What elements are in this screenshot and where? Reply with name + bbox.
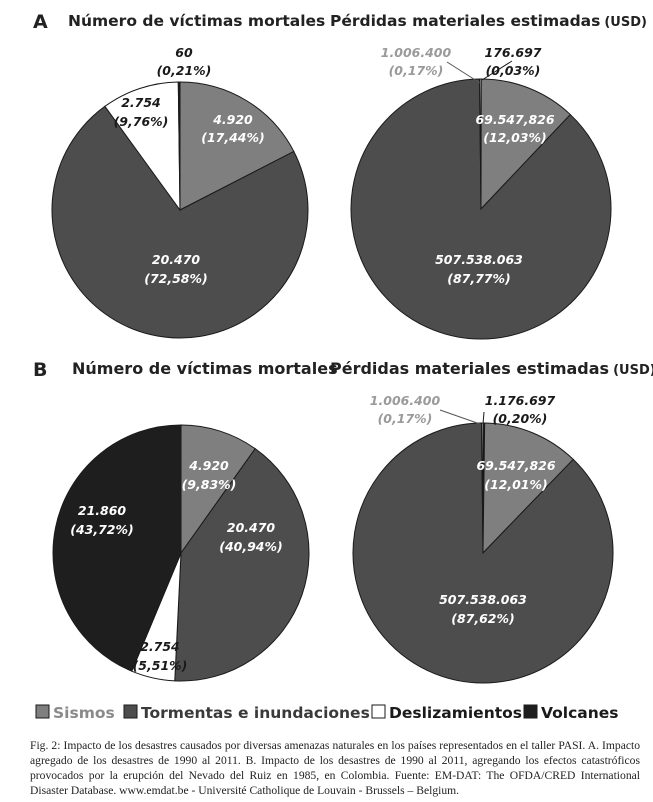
pie-slice-sismos (179, 81, 295, 211)
value-label-tormentas-e-inundaciones: 507.538.063 (439, 592, 527, 607)
percent-label-deslizamientos: (5,51%) (133, 658, 188, 673)
panel-letter-b: B (33, 359, 47, 381)
pie-chart-b-victimas: Número de víctimas mortales 4.920 (9,83%) 2… (52, 359, 338, 682)
percent-label-volcanes: (43,72%) (70, 522, 134, 537)
percent-label-deslizamientos: (0,17%) (389, 63, 444, 78)
percent-label-sismos: (12,01%) (484, 477, 548, 492)
pie-slice-deslizamientos (104, 81, 181, 212)
leader-line-volcanes (481, 60, 513, 81)
pie-chart-b-perdidas: Pérdidas materiales estimadas (USD) 1.176.… (330, 359, 653, 684)
figure-canvas: A B Número de víctimas mortales 4.920 (17,44… (33, 11, 653, 722)
percent-label-sismos: (9,83%) (182, 477, 237, 492)
pie-slice-sismos (480, 78, 572, 211)
pie-slice-volcanes (52, 424, 182, 672)
legend-label-sismos: Sismos (53, 704, 115, 722)
percent-label-sismos: (17,44%) (201, 130, 265, 145)
pie-slice-sismos (180, 424, 256, 555)
value-label-deslizamientos: 1.006.400 (381, 45, 452, 60)
legend-swatch-volcanes (523, 704, 538, 719)
percent-label-tormentas-e-inundaciones: (40,94%) (219, 539, 283, 554)
pie-slice-sismos (482, 422, 574, 555)
value-label-deslizamientos: 2.754 (140, 639, 180, 654)
pie-slice-tormentas-e-inundaciones (174, 447, 310, 682)
percent-label-tormentas-e-inundaciones: (87,77%) (447, 271, 511, 286)
percent-label-sismos: (12,03%) (483, 130, 547, 145)
leader-line-deslizamientos (439, 409, 481, 425)
percent-label-tormentas-e-inundaciones: (87,62%) (451, 611, 515, 626)
legend-label-deslizamientos: Deslizamientos (389, 704, 522, 722)
chart-title: Número de víctimas mortales (68, 12, 325, 30)
legend-swatch-tormentas-e-inundaciones (123, 704, 138, 719)
figure-caption: Fig. 2: Impacto de los desastres causado… (30, 739, 640, 797)
value-label-volcanes: 60 (175, 45, 193, 60)
chart-title: Pérdidas materiales estimadas (USD) (330, 12, 647, 30)
legend-swatch-sismos (35, 704, 50, 719)
pie-slice-volcanes (177, 81, 181, 211)
leader-line-deslizamientos (446, 61, 481, 84)
legend-label-tormentas-e-inundaciones: Tormentas e inundaciones (141, 704, 370, 722)
value-label-sismos: 4.920 (212, 112, 253, 127)
percent-label-deslizamientos: (9,76%) (114, 114, 169, 129)
panel-letter-a: A (33, 11, 48, 33)
chart-title: Pérdidas materiales estimadas (USD) (330, 359, 653, 378)
percent-label-volcanes: (0,20%) (493, 411, 548, 426)
percent-label-volcanes: (0,03%) (486, 63, 541, 78)
percent-label-volcanes: (0,21%) (157, 63, 212, 78)
percent-label-tormentas-e-inundaciones: (72,58%) (144, 271, 208, 286)
pie-chart-a-victimas: Número de víctimas mortales 4.920 (17,44%)… (51, 12, 325, 339)
leader-line-volcanes (482, 411, 485, 425)
percent-label-deslizamientos: (0,17%) (378, 411, 433, 426)
value-label-sismos: 69.547,826 (476, 458, 555, 473)
value-label-tormentas-e-inundaciones: 20.470 (152, 252, 201, 267)
legend-swatch-deslizamientos (371, 704, 386, 719)
value-label-tormentas-e-inundaciones: 507.538.063 (435, 252, 523, 267)
value-label-sismos: 69.547,826 (475, 112, 554, 127)
legend-label-volcanes: Volcanes (541, 704, 619, 722)
value-label-volcanes: 1.176.697 (485, 393, 556, 408)
value-label-deslizamientos: 2.754 (121, 95, 161, 110)
value-label-volcanes: 176.697 (485, 45, 542, 60)
value-label-deslizamientos: 1.006.400 (370, 393, 441, 408)
value-label-volcanes: 21.860 (78, 503, 127, 518)
legend: Sismos Tormentas e inundaciones Deslizamie… (35, 704, 619, 722)
value-label-sismos: 4.920 (188, 458, 229, 473)
pie-chart-a-perdidas: Pérdidas materiales estimadas (USD) 176.69… (330, 12, 647, 340)
value-label-tormentas-e-inundaciones: 20.470 (227, 520, 276, 535)
pie-slice-tormentas-e-inundaciones (51, 105, 309, 339)
chart-title: Número de víctimas mortales (72, 359, 338, 378)
pie-slice-deslizamientos (479, 78, 482, 210)
